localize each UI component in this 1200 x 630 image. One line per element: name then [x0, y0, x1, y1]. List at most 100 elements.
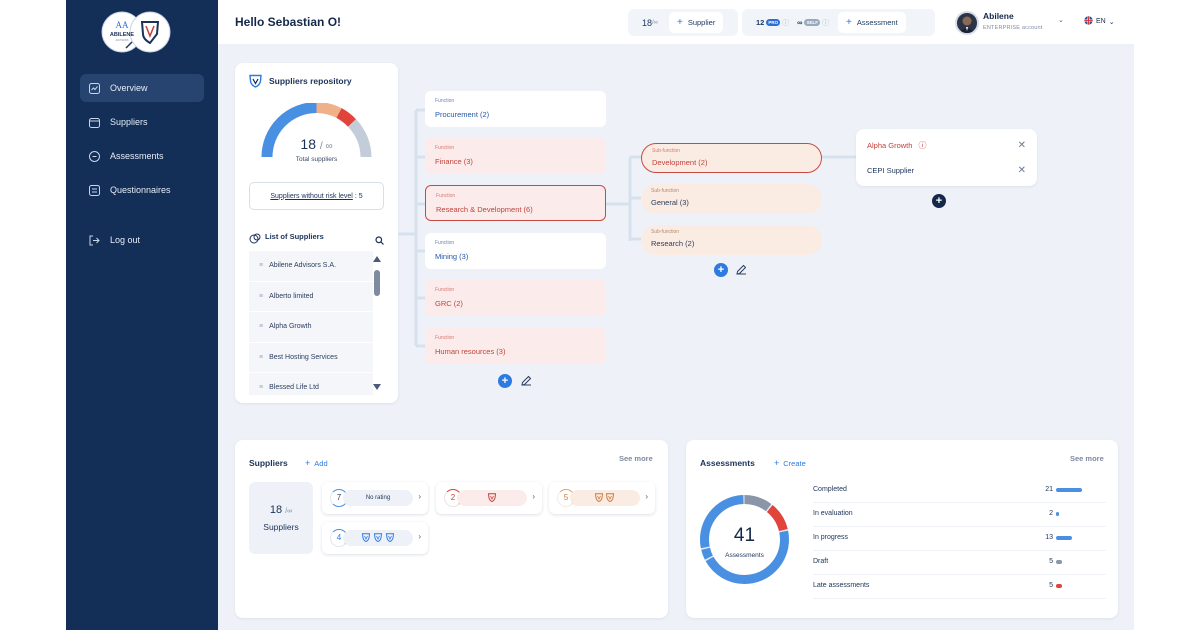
sidebar-item-assessments[interactable]: Assessments [80, 142, 204, 170]
assessment-status-row[interactable]: Late assessments 5 [813, 576, 1106, 599]
drag-handle-icon[interactable]: ≡ [259, 262, 264, 270]
rating-shields [343, 530, 413, 546]
shield-icon [594, 493, 615, 502]
drag-handle-icon[interactable]: ≡ [259, 323, 264, 331]
edit-icon[interactable] [736, 264, 747, 275]
user-menu[interactable]: Abilene ENTERPRISE account ⌄ [953, 9, 1073, 37]
chevron-right-icon: › [645, 492, 648, 501]
close-icon[interactable]: ✕ [1017, 140, 1026, 151]
assessment-status-row[interactable]: In evaluation 2 [813, 504, 1106, 527]
function-node-finance[interactable]: Function Finance (3) [425, 138, 606, 174]
sidebar-item-overview[interactable]: Overview [80, 74, 204, 102]
assessment-status-row[interactable]: Draft 5 [813, 552, 1106, 575]
no-risk-value: : 5 [354, 192, 363, 200]
node-key: Function [435, 287, 455, 293]
suppliers-total-label: Suppliers [263, 522, 299, 532]
close-icon[interactable]: ✕ [1017, 165, 1026, 176]
create-assessment-link[interactable]: + Create [774, 458, 806, 468]
rating-shields [570, 490, 640, 506]
company-name: Abilene [983, 11, 1014, 21]
status-label: Late assessments [813, 582, 870, 589]
add-assessment-button[interactable]: + Assessment [837, 12, 906, 33]
chevron-down-icon: ⌄ [1108, 18, 1115, 26]
add-supplier-link-label: Add [314, 459, 328, 468]
assessment-icon [89, 150, 100, 162]
node-label: Research (2) [651, 239, 695, 248]
self-badge: SELF [804, 19, 820, 26]
sidebar-item-label: Assessments [110, 151, 164, 161]
rating-medium-risk[interactable]: 5 › [549, 482, 655, 514]
rating-high-risk[interactable]: 2 › [436, 482, 542, 514]
chevron-right-icon: › [532, 492, 535, 501]
function-node-grc[interactable]: Function GRC (2) [425, 280, 606, 316]
uk-flag-icon [1084, 16, 1093, 27]
suppliers-panel-title: Suppliers [249, 458, 288, 468]
logo-subtext: ADVISORS [115, 39, 129, 42]
add-supplier-label: Supplier [687, 18, 716, 27]
node-label: Human resources (3) [435, 347, 506, 356]
list-icon [89, 184, 100, 196]
function-node-research-development[interactable]: Function Research & Development (6) [425, 185, 606, 221]
company-logo[interactable]: AA ABILENE ADVISORS [100, 10, 172, 56]
language-selector[interactable]: EN ⌄ [1084, 16, 1115, 27]
assessment-status-row[interactable]: Completed 21 [813, 480, 1106, 503]
rating-low-risk[interactable]: 4 › [322, 522, 428, 554]
add-supplier-link[interactable]: + Add [305, 458, 328, 468]
status-label: In evaluation [813, 510, 853, 517]
list-item[interactable]: ≡ Abilene Advisors S.A. [249, 251, 373, 282]
app-frame: AA ABILENE ADVISORS Overview Suppliers [66, 0, 1134, 630]
drag-handle-icon[interactable]: ≡ [259, 384, 264, 392]
add-supplier-to-subfunction-button[interactable]: + [932, 194, 946, 208]
plus-icon: + [676, 17, 683, 28]
assessment-status-row[interactable]: In progress 13 [813, 528, 1106, 551]
drag-handle-icon[interactable]: ≡ [259, 292, 264, 300]
suppliers-total-limit: /∞ [285, 508, 293, 515]
list-scrollbar[interactable] [372, 253, 382, 393]
supplier-quota: 18 /∞ + Supplier [628, 9, 738, 36]
list-item[interactable]: ≡ Alberto limited [249, 282, 373, 312]
assessments-see-more-link[interactable]: See more [1070, 454, 1104, 463]
subfunction-node-development[interactable]: Sub-function Development (2) [641, 143, 822, 173]
no-risk-label: Suppliers without risk level [270, 192, 353, 200]
function-node-procurement[interactable]: Function Procurement (2) [425, 91, 606, 127]
add-subfunction-button[interactable]: + [714, 263, 728, 277]
total-suppliers: 18 / ∞ [235, 136, 398, 152]
detail-item[interactable]: CEPI Supplier ✕ [867, 165, 1026, 176]
node-key: Function [435, 98, 455, 104]
list-item[interactable]: ≡ Alpha Growth [249, 312, 373, 343]
edit-icon[interactable] [521, 375, 532, 386]
sidebar-item-suppliers[interactable]: Suppliers [80, 108, 204, 136]
create-assessment-link-label: Create [783, 459, 806, 468]
add-supplier-button[interactable]: + Supplier [668, 12, 724, 33]
function-node-human-resources[interactable]: Function Human resources (3) [425, 328, 606, 364]
function-node-mining[interactable]: Function Mining (3) [425, 233, 606, 269]
info-icon: ⓘ [821, 19, 829, 27]
warning-icon: ⓘ [918, 141, 927, 150]
assessments-total-label: Assessments [725, 552, 764, 559]
rating-no-rating[interactable]: 7 No rating › [322, 482, 428, 514]
suppliers-without-risk-link[interactable]: Suppliers without risk level : 5 [249, 182, 384, 210]
node-label: Mining (3) [435, 252, 469, 261]
subfunction-node-research[interactable]: Sub-function Research (2) [641, 225, 822, 255]
supplier-limit: /∞ [652, 19, 658, 26]
node-label: Procurement (2) [435, 110, 490, 119]
logout-button[interactable]: Log out [80, 226, 204, 254]
donut-segment [700, 495, 789, 584]
drag-handle-icon[interactable]: ≡ [259, 353, 264, 361]
chevron-right-icon: › [418, 532, 421, 541]
add-function-button[interactable]: + [498, 374, 512, 388]
add-assessment-label: Assessment [856, 18, 898, 27]
list-item[interactable]: ≡ Blessed Life Ltd [249, 373, 373, 395]
search-icon[interactable] [375, 232, 384, 250]
svg-text:AA: AA [116, 20, 129, 30]
tree-connectors [398, 108, 856, 348]
status-count: 5 [1049, 558, 1053, 565]
subfunction-node-general[interactable]: Sub-function General (3) [641, 184, 822, 214]
suppliers-see-more-link[interactable]: See more [619, 454, 653, 463]
supplier-name: Best Hosting Services [269, 353, 338, 361]
sidebar-item-questionnaires[interactable]: Questionnaires [80, 176, 204, 204]
total-suppliers-label: Total suppliers [295, 156, 338, 163]
assessments-total: 41 [733, 525, 756, 546]
detail-item[interactable]: Alpha Growth ⓘ ✕ [867, 140, 1026, 151]
list-item[interactable]: ≡ Best Hosting Services [249, 343, 373, 373]
